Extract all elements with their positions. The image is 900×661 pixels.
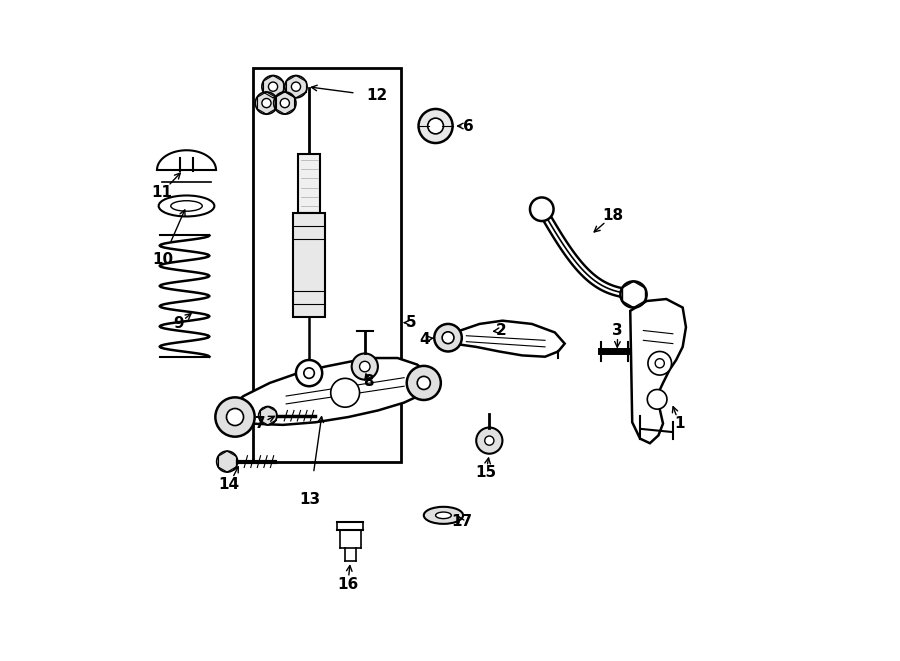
Circle shape [296,360,322,386]
Text: 10: 10 [152,253,174,267]
Text: 4: 4 [419,332,430,346]
Text: 16: 16 [338,577,358,592]
Ellipse shape [424,507,464,524]
Circle shape [476,428,502,453]
Circle shape [530,198,554,221]
Circle shape [352,354,378,379]
Polygon shape [157,150,216,170]
FancyBboxPatch shape [254,68,400,461]
Circle shape [330,378,359,407]
Text: 12: 12 [366,89,387,103]
FancyBboxPatch shape [292,213,326,317]
Circle shape [258,407,277,425]
Circle shape [359,362,370,371]
Circle shape [442,332,454,344]
Circle shape [435,324,462,352]
Text: 5: 5 [405,315,416,330]
Circle shape [262,98,271,108]
Circle shape [655,359,664,368]
Circle shape [256,92,277,114]
Text: 18: 18 [602,208,623,223]
FancyBboxPatch shape [298,153,320,213]
Polygon shape [224,358,432,425]
Text: 8: 8 [363,374,374,389]
Text: 3: 3 [613,323,623,338]
Circle shape [418,109,453,143]
Text: 15: 15 [475,465,497,480]
Circle shape [407,366,441,400]
Circle shape [217,451,238,472]
Ellipse shape [158,196,214,216]
Text: 17: 17 [451,514,472,529]
Text: 11: 11 [151,185,172,200]
Ellipse shape [436,512,451,519]
Polygon shape [630,299,686,444]
Circle shape [262,75,284,98]
Circle shape [268,82,277,91]
Circle shape [284,75,307,98]
Circle shape [648,352,671,375]
Text: 6: 6 [463,118,473,134]
Circle shape [215,397,255,437]
Polygon shape [444,321,564,357]
Text: 7: 7 [255,416,266,431]
Circle shape [418,376,430,389]
Circle shape [620,282,646,307]
Circle shape [485,436,494,446]
Text: 13: 13 [299,492,320,507]
Text: 2: 2 [496,323,507,338]
Text: 1: 1 [674,416,685,431]
Circle shape [227,408,244,426]
Circle shape [292,82,301,91]
Ellipse shape [171,201,202,212]
Circle shape [647,389,667,409]
Circle shape [280,98,290,108]
Text: 14: 14 [219,477,239,492]
Circle shape [428,118,444,134]
Circle shape [304,368,314,378]
Text: 9: 9 [174,317,184,331]
Circle shape [274,92,296,114]
